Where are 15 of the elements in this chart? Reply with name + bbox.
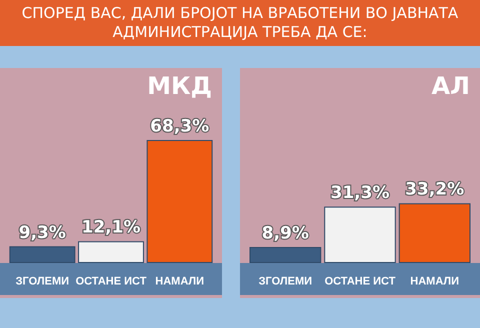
chart-subtitle: МКД [147, 72, 212, 100]
x-tick-label: НАМАЛИ [410, 276, 460, 288]
data-label: 31,3% [330, 183, 390, 204]
x-tick-label: НАМАЛИ [155, 276, 204, 288]
x-tick-label: ЗГОЛЕМИ [16, 276, 70, 288]
data-label: 33,2% [405, 180, 464, 200]
x-tick-label: ОСТАНЕ ИСТ [76, 276, 147, 288]
chart-title: СПОРЕД ВАС, ДАЛИ БРОЈОТ НА ВРАБОТЕНИ ВО ЈАВНАТА АДМИНИСТРАЦИЈА ТРЕБА ДА СЕ: [0, 0, 480, 46]
data-label: 68,3% [150, 116, 210, 136]
data-label: 9,3% [18, 222, 66, 243]
data-label: 8,9% [262, 223, 309, 244]
chart-subtitle: АЛ [431, 72, 470, 100]
x-tick-label: ОСТАНЕ ИСТ [324, 276, 396, 288]
x-tick-label: ЗГОЛЕМИ [258, 276, 312, 288]
data-label: 12,1% [82, 218, 140, 238]
